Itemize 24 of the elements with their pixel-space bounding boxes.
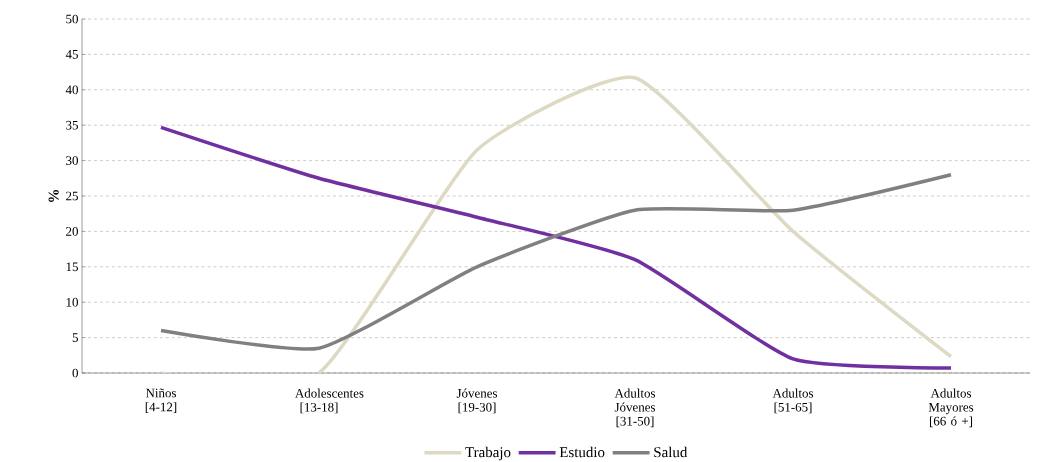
y-tick-label: 25 [66, 191, 78, 201]
y-tick-label: 5 [72, 333, 78, 342]
legend-label: Estudio [559, 446, 605, 458]
x-tick-label: Adolescentes [13-18] [295, 388, 364, 414]
y-tick-label: 40 [65, 85, 78, 95]
y-tick-label: 15 [66, 262, 78, 272]
y-tick-label: 50 [66, 14, 78, 24]
y-tick-label: 30 [66, 156, 78, 165]
legend-label: Salud [654, 446, 688, 458]
line-series [159, 75, 953, 373]
line-series [159, 173, 953, 351]
x-tick-label: Niños [4-12] [145, 388, 177, 413]
y-tick-label: 35 [66, 120, 78, 130]
x-tick-label: Adultos Jóvenes [31-50] [614, 388, 656, 428]
x-tick-label: Adultos [51-65] [772, 388, 814, 414]
x-tick-label: Adultos Mayores [66 ó +] [928, 388, 974, 428]
y-tick-label: 0 [72, 368, 78, 378]
legend-label: Trabajo [465, 446, 511, 461]
y-tick-label: 45 [65, 50, 78, 59]
y-tick-label: 10 [66, 297, 78, 307]
line-series [159, 125, 953, 370]
x-tick-label: Jóvenes [19-30] [456, 388, 498, 414]
y-axis-title: % [48, 189, 59, 202]
y-tick-label: 20 [66, 227, 78, 236]
